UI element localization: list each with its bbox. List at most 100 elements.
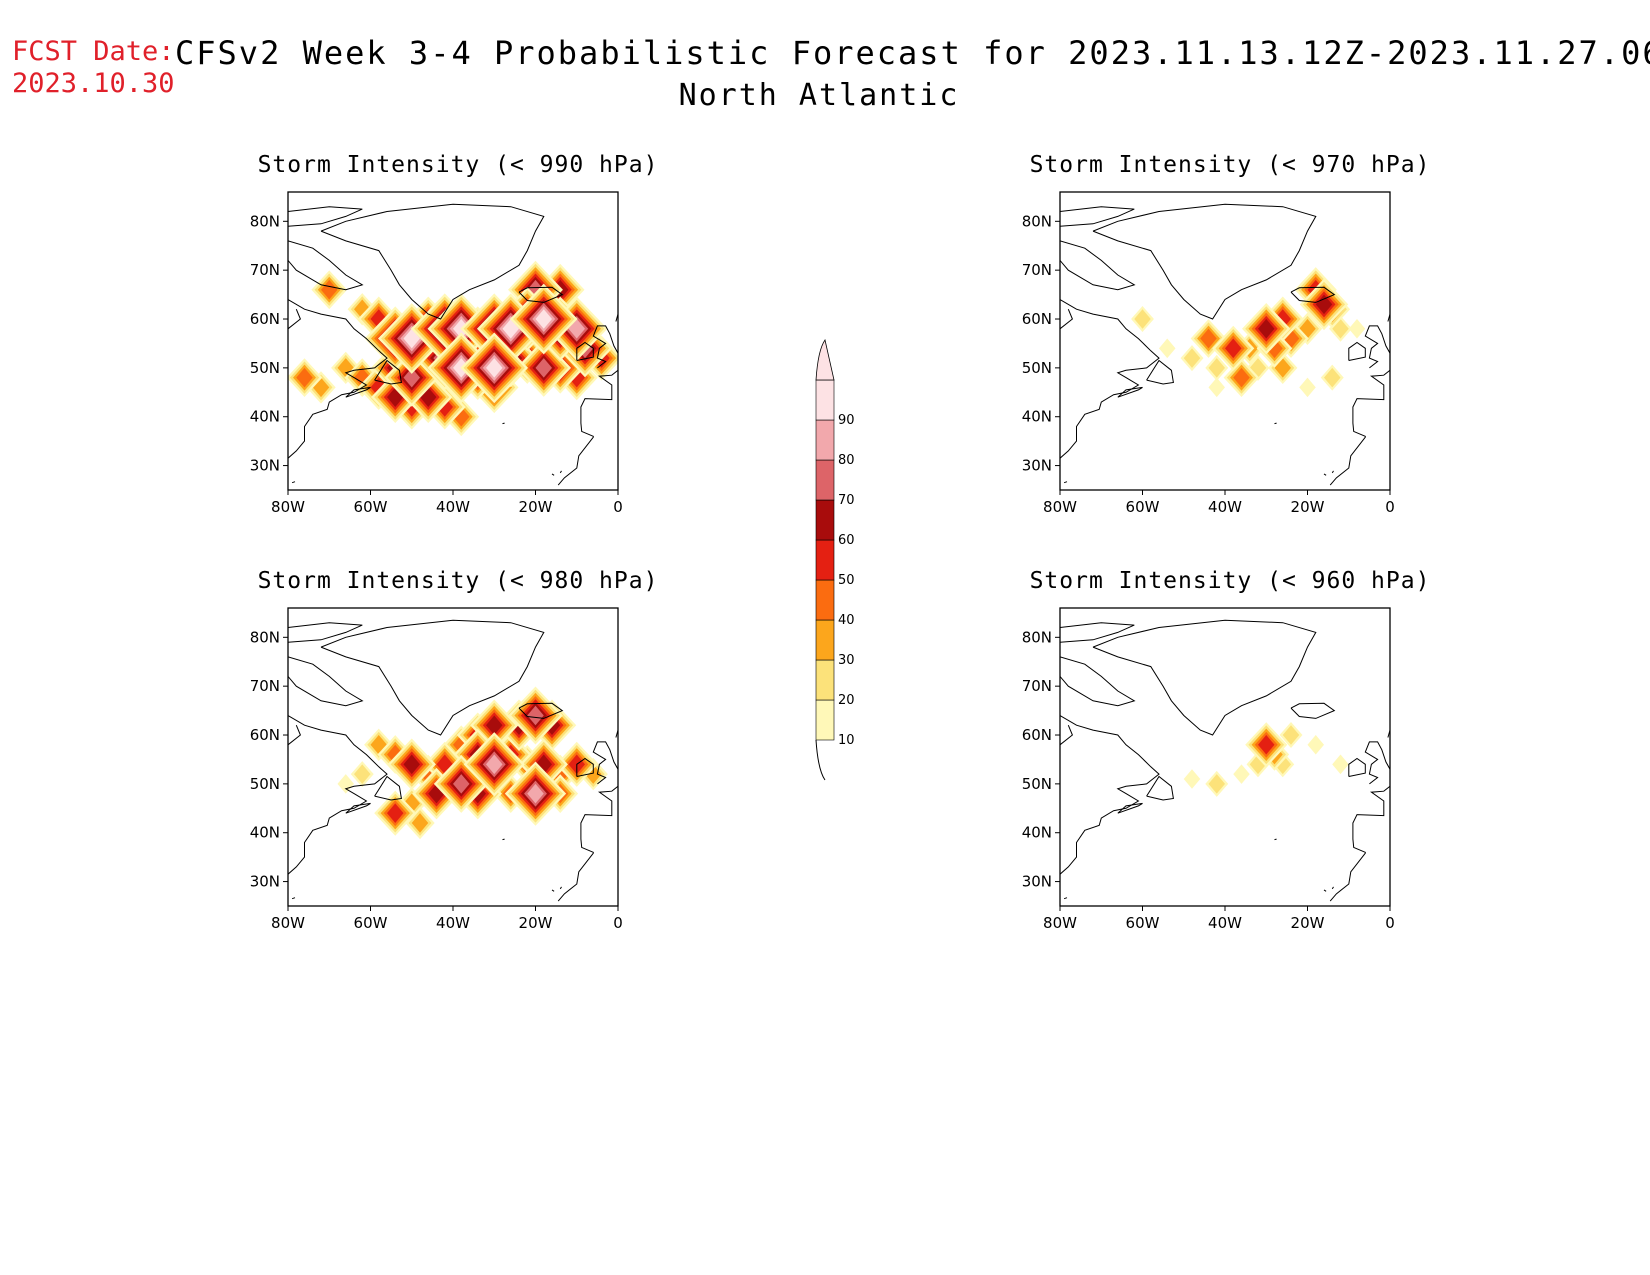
coastline bbox=[1092, 619, 1317, 736]
coastline bbox=[559, 470, 562, 474]
panel-990hpa: Storm Intensity (< 990 hPa) 80N 70N 60N 50N… bbox=[248, 152, 728, 572]
lon-tick-label: 20W bbox=[519, 914, 553, 932]
probability-cell bbox=[1208, 377, 1225, 398]
coastline bbox=[518, 286, 564, 303]
coastlines bbox=[1060, 203, 1390, 486]
probability-cell bbox=[1332, 754, 1349, 775]
probability-cell bbox=[1324, 367, 1341, 388]
probability-cell bbox=[387, 744, 404, 765]
coastline bbox=[1060, 725, 1074, 746]
probability-field bbox=[337, 686, 608, 840]
lat-tick-label: 70N bbox=[1022, 677, 1052, 695]
coastline bbox=[518, 702, 564, 719]
forecast-date: FCST Date: 2023.10.30 bbox=[12, 36, 175, 100]
coastline bbox=[551, 889, 555, 892]
coastline bbox=[557, 785, 618, 902]
coastline bbox=[1348, 757, 1366, 777]
panel-title: Storm Intensity (< 980 hPa) bbox=[257, 568, 659, 594]
coastline bbox=[1060, 622, 1135, 643]
region-title: North Atlantic bbox=[0, 78, 1650, 113]
region-label: North Atlantic bbox=[678, 78, 960, 113]
coastline bbox=[1146, 775, 1174, 801]
map-990hpa: 80N 70N 60N 50N 40N 30N 80W 60W 40W 20W 0 bbox=[250, 191, 623, 516]
coastline bbox=[320, 203, 545, 320]
colorbar-segment bbox=[815, 619, 835, 661]
probability-cell bbox=[354, 367, 371, 388]
probability-cell bbox=[1183, 769, 1201, 789]
lat-tick-label: 40N bbox=[1022, 408, 1052, 426]
coastline bbox=[1060, 715, 1160, 875]
colorbar-segment bbox=[815, 539, 835, 581]
map-970hpa: 80N 70N 60N 50N 40N 30N 80W 60W 40W 20W 0 bbox=[1022, 191, 1395, 516]
probability-cell bbox=[1233, 764, 1250, 784]
colorbar-label: 40 bbox=[838, 613, 855, 628]
probability-cell bbox=[568, 367, 585, 388]
probability-cell bbox=[403, 367, 420, 388]
lon-tick-label: 80W bbox=[271, 498, 305, 516]
probability-cell bbox=[1282, 328, 1300, 349]
coastline bbox=[1290, 702, 1336, 719]
colorbar-label: 60 bbox=[838, 533, 855, 548]
probability-cell bbox=[296, 367, 313, 388]
lat-tick-label: 70N bbox=[1022, 261, 1052, 279]
lon-tick-label: 60W bbox=[354, 498, 388, 516]
probability-cell bbox=[1258, 735, 1275, 755]
coastline bbox=[557, 369, 618, 486]
lon-tick-label: 20W bbox=[1291, 498, 1325, 516]
coastline bbox=[1331, 886, 1334, 890]
coastline bbox=[288, 622, 363, 643]
probability-cell bbox=[1282, 725, 1300, 745]
probability-cell bbox=[1299, 377, 1316, 398]
probability-cell bbox=[1348, 319, 1366, 339]
lat-tick-label: 80N bbox=[250, 212, 280, 230]
probability-cell bbox=[411, 813, 429, 833]
colorbar-segment bbox=[815, 419, 835, 461]
lat-tick-label: 80N bbox=[1022, 628, 1052, 646]
colorbar-label: 50 bbox=[838, 573, 855, 588]
forecast-date-value: 2023.10.30 bbox=[12, 68, 175, 99]
colorbar-label: 20 bbox=[838, 693, 855, 708]
probability-cell bbox=[1134, 309, 1151, 329]
coastline bbox=[291, 897, 296, 900]
probability-cell bbox=[1225, 338, 1242, 359]
colorbar-segment bbox=[815, 459, 835, 501]
panel-980hpa: Storm Intensity (< 980 hPa) 80N 70N 60N 50N… bbox=[248, 568, 728, 988]
lon-tick-label: 0 bbox=[613, 914, 623, 932]
lon-tick-label: 40W bbox=[1208, 498, 1242, 516]
panel-title: Storm Intensity (< 970 hPa) bbox=[1029, 152, 1431, 178]
colorbar-label: 70 bbox=[838, 493, 855, 508]
coastline bbox=[1060, 309, 1074, 330]
coastline bbox=[288, 299, 388, 459]
lon-tick-label: 40W bbox=[436, 498, 470, 516]
page-title: CFSv2 Week 3-4 Probabilistic Forecast fo… bbox=[175, 34, 1650, 72]
lon-tick-label: 0 bbox=[1385, 914, 1395, 932]
colorbar-segment bbox=[815, 499, 835, 541]
lon-tick-label: 60W bbox=[1126, 914, 1160, 932]
coastlines bbox=[288, 619, 618, 902]
lon-tick-label: 80W bbox=[271, 914, 305, 932]
coastline bbox=[288, 715, 388, 875]
lat-tick-label: 60N bbox=[250, 310, 280, 328]
colorbar-label: 90 bbox=[838, 413, 855, 428]
lat-tick-label: 40N bbox=[250, 824, 280, 842]
coastline bbox=[1323, 889, 1327, 892]
lon-tick-label: 80W bbox=[1043, 914, 1077, 932]
lon-tick-label: 40W bbox=[436, 914, 470, 932]
coastline bbox=[576, 757, 594, 777]
probability-cell bbox=[527, 783, 544, 804]
lat-tick-label: 80N bbox=[1022, 212, 1052, 230]
lon-tick-label: 80W bbox=[1043, 498, 1077, 516]
coastline bbox=[288, 240, 364, 291]
coastline bbox=[502, 422, 505, 425]
lat-tick-label: 50N bbox=[1022, 775, 1052, 793]
lat-tick-label: 40N bbox=[250, 408, 280, 426]
coastline bbox=[559, 886, 562, 890]
coastline bbox=[288, 656, 364, 707]
probability-cell bbox=[1159, 338, 1176, 359]
map-980hpa: 80N 70N 60N 50N 40N 30N 80W 60W 40W 20W 0 bbox=[250, 607, 623, 932]
colorbar-segment bbox=[815, 379, 835, 421]
coastline bbox=[576, 341, 594, 361]
colorbar-bottom-cap bbox=[815, 739, 826, 781]
probability-cell bbox=[387, 803, 404, 823]
coastline bbox=[288, 206, 363, 227]
